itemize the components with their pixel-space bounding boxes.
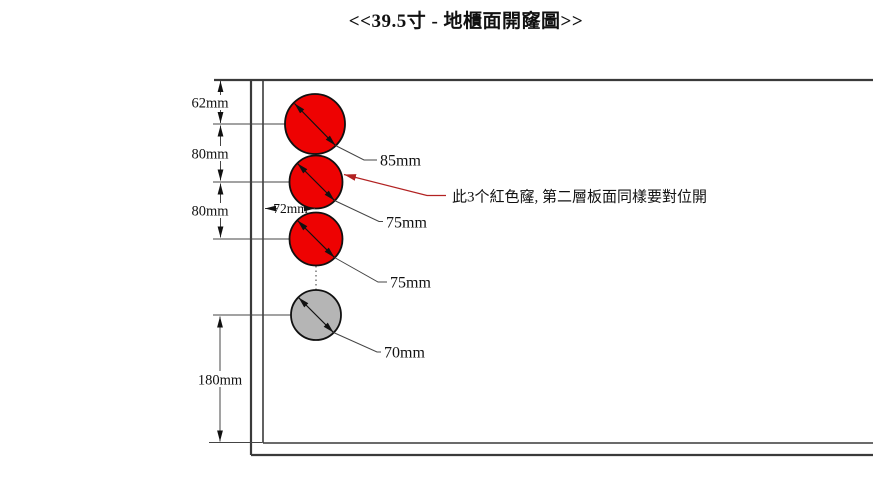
annotation-note: 此3个紅色窿, 第二層板面同樣要對位開 — [452, 188, 707, 206]
panel-outline — [214, 78, 873, 457]
hole-1-diameter-label: 85mm — [380, 153, 421, 170]
hole-2-diameter-label: 75mm — [386, 215, 427, 232]
dim-label-180mm: 180mm — [198, 373, 243, 389]
diameter-arrows — [294, 103, 336, 333]
hole-3-diameter-label: 75mm — [390, 275, 431, 292]
dim-label-62mm: 62mm — [191, 96, 229, 112]
leader-hole-4 — [333, 332, 381, 353]
dim-label-80mm-1: 80mm — [191, 147, 229, 163]
leader-lines — [333, 145, 387, 353]
drawing-title: <<39.5寸 - 地櫃面開窿圖>> — [349, 9, 583, 32]
annotation-arrow — [343, 173, 446, 197]
leader-hole-3 — [334, 257, 387, 283]
hole-4-diameter-label: 70mm — [384, 345, 425, 362]
diameter-arrow-hole-4 — [298, 297, 334, 333]
diameter-arrow-hole-1 — [294, 103, 336, 146]
dim-label-80mm-2: 80mm — [191, 204, 229, 220]
diameter-arrow-hole-2 — [297, 163, 335, 201]
leader-hole-2 — [334, 200, 383, 222]
vertical-dimension-lines — [217, 81, 224, 442]
dim-label-72mm: 72mm — [273, 201, 308, 216]
diameter-arrow-hole-3 — [297, 220, 335, 258]
leader-hole-1 — [335, 145, 377, 161]
